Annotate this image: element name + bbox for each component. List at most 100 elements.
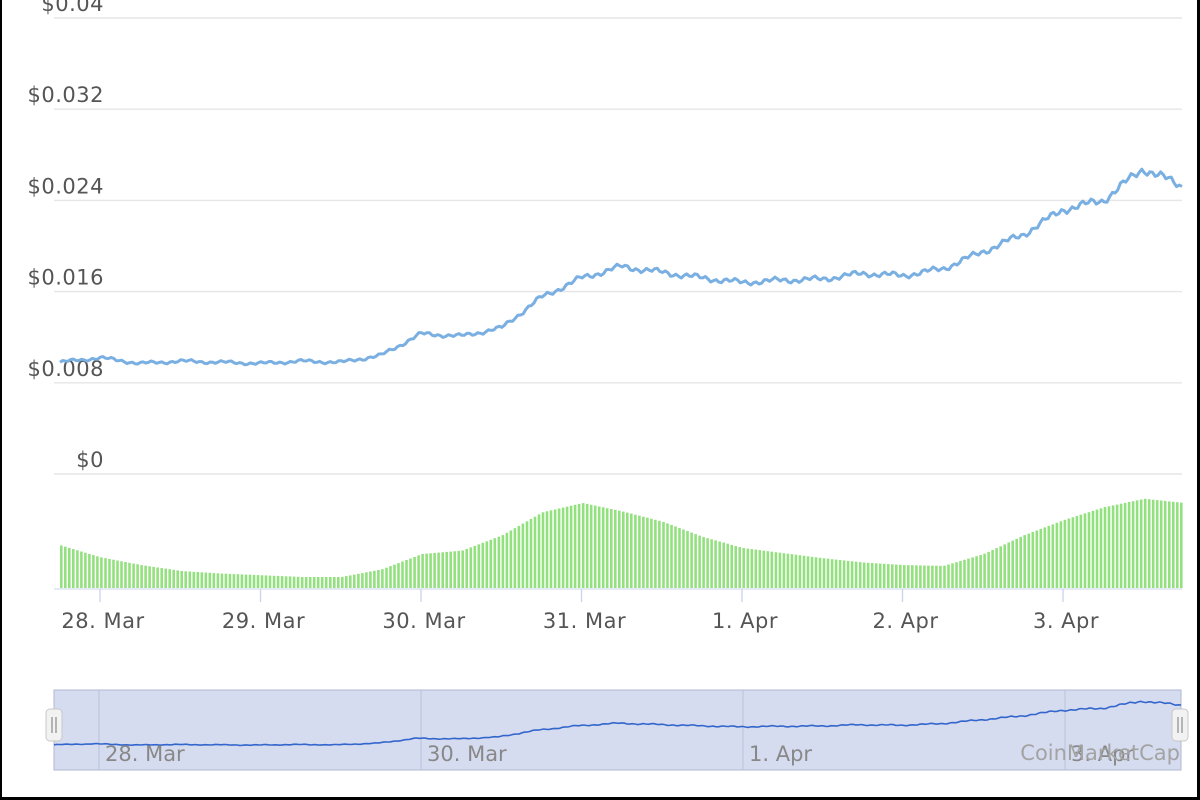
volume-bar [304,577,308,589]
volume-bar [284,576,288,588]
volume-bar [786,553,790,588]
volume-bar [1127,502,1131,588]
y-tick-label: $0.016 [28,266,104,290]
volume-bar [112,559,115,588]
volume-bar [1039,529,1043,588]
volume-bar [899,564,902,588]
navigator-tick-label: 1. Apr [749,742,812,766]
volume-bar [373,570,376,588]
volume-bar [1027,533,1031,588]
volume-bar [730,544,733,588]
volume-bar [1059,521,1063,588]
volume-bar [858,562,862,588]
volume-bar [810,556,814,588]
volume-bar [903,565,906,588]
volume-bar [814,557,818,588]
volume-bar [429,553,432,588]
volume-bar [513,528,517,588]
volume-bar [244,574,248,588]
credit-label[interactable]: CoinMarketCap [1020,741,1180,765]
volume-bar [148,566,151,588]
navigator-axis: 28. Mar 30. Mar 1. Apr 3. Apr [105,742,1134,766]
volume-bar [349,575,352,588]
volume-bar [377,570,380,588]
volume-bar [682,529,685,588]
volume-bar [465,549,468,588]
volume-bar [405,560,408,588]
volume-bar [818,557,822,588]
volume-bar [722,542,725,588]
volume-bar [967,558,970,588]
volume-bar [192,571,196,588]
volume-bar [453,551,456,588]
volume-bar [292,576,296,588]
volume-bar [1115,504,1119,588]
volume-bar [658,520,661,588]
volume-bar [939,565,942,588]
volume-bar [798,555,802,588]
volume-bar [128,562,131,588]
volume-bar [320,577,324,589]
volume-bar [469,547,473,588]
volume-bar [1083,513,1087,588]
volume-bar [353,574,356,588]
y-tick-label: $0.04 [41,0,104,16]
volume-bar [1168,501,1171,588]
navigator[interactable]: 28. Mar 30. Mar 1. Apr 3. Apr CoinMarketCap [45,689,1189,771]
volume-bar [866,562,870,588]
navigator-tick-label: 28. Mar [105,742,185,766]
x-tick-label: 29. Mar [222,609,305,633]
navigator-handle-right[interactable] [1171,708,1189,742]
volume-bar [1087,512,1091,588]
volume-bar [256,575,260,588]
volume-bar [1172,501,1175,588]
volume-bar [971,557,974,588]
volume-bar [409,558,412,588]
x-tick-label: 31. Mar [543,609,626,633]
volume-bar [830,559,834,588]
volume-bar [670,524,673,588]
volume-bar [96,556,99,588]
volume-bar [493,538,497,588]
volume-bar [517,525,521,588]
volume-bar [549,510,553,588]
volume-bar [597,506,601,588]
volume-bar [630,513,633,588]
volume-bar [1079,514,1083,588]
volume-bar [593,505,597,588]
volume-bar [706,538,709,588]
grid-lines [54,17,1182,475]
volume-bar [1047,525,1051,588]
volume-bar [758,550,762,588]
volume-bar [240,574,244,588]
volume-bar [806,556,810,588]
volume-bar [766,551,770,588]
volume-bar [614,509,617,588]
volume-bar [1123,502,1127,588]
navigator-handle-left[interactable] [45,708,63,742]
volume-bar [553,509,557,588]
volume-bar [433,553,436,588]
volume-bar [878,563,882,588]
volume-bar [1119,503,1123,588]
volume-bar [441,552,444,588]
volume-bar [172,569,175,588]
volume-bar [778,552,782,588]
volume-bar [120,561,123,588]
volume-bar [1015,538,1018,588]
volume-bar [425,553,428,588]
volume-bar [662,521,665,588]
volume-bar [264,575,268,588]
volume-bar [585,503,589,588]
volume-bar [489,539,493,588]
volume-bar [417,555,420,588]
volume-bar [634,514,637,588]
volume-bar [369,571,372,588]
volume-bar [1180,502,1183,588]
volume-bar [1151,499,1155,588]
navigator-selection[interactable] [53,689,1182,771]
volume-bar [220,573,224,588]
volume-bar [68,547,71,588]
volume-bar [983,553,986,588]
volume-bar [393,564,396,588]
